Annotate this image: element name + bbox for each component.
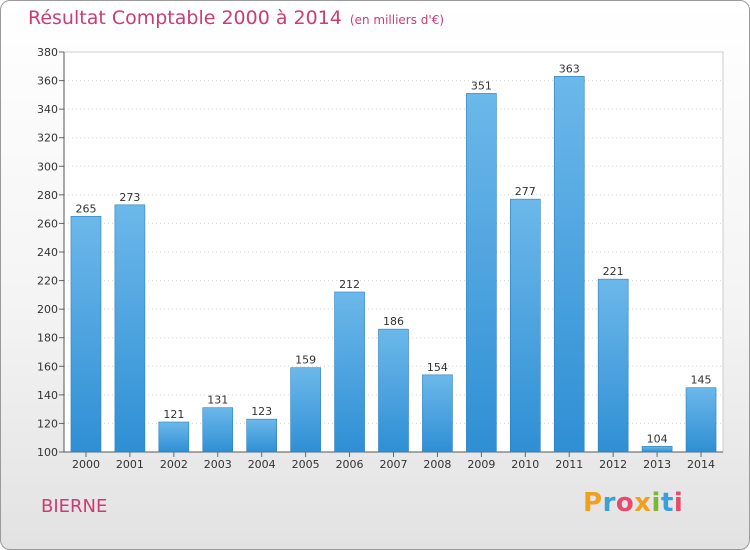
y-tick-label: 300 [37, 160, 58, 173]
bar-value-label: 277 [515, 185, 536, 198]
bar [70, 215, 102, 453]
y-tick-label: 360 [37, 75, 58, 88]
x-tick-label: 2013 [643, 458, 671, 471]
logo-letter: x [634, 488, 652, 518]
bar [509, 198, 541, 453]
logo-letter: r [602, 488, 616, 518]
x-tick-label: 2006 [336, 458, 364, 471]
bar-value-label: 159 [295, 354, 316, 367]
bar-value-label: 104 [647, 432, 668, 445]
x-tick-label: 2000 [72, 458, 100, 471]
bar [378, 328, 409, 453]
y-tick-label: 200 [37, 303, 58, 316]
y-tick-label: 180 [37, 332, 58, 345]
x-tick-label: 2007 [380, 458, 408, 471]
y-tick-label: 240 [37, 246, 58, 259]
x-tick-label: 2010 [511, 458, 539, 471]
bar-value-label: 154 [427, 361, 448, 374]
logo-letter: P [583, 488, 603, 518]
y-tick-label: 320 [37, 132, 58, 145]
bar [158, 421, 190, 453]
x-tick-label: 2014 [687, 458, 715, 471]
bar [334, 291, 365, 453]
proxiti-logo: Proxiti [583, 488, 683, 518]
logo-letter: t [660, 488, 674, 518]
y-tick-label: 280 [37, 189, 58, 202]
y-tick-label: 260 [37, 217, 58, 230]
bar-value-label: 212 [339, 278, 360, 291]
bar-value-label: 123 [251, 405, 272, 418]
y-tick-label: 160 [37, 360, 58, 373]
bar-value-label: 273 [119, 191, 140, 204]
bar [246, 418, 277, 453]
bar-value-label: 363 [559, 62, 580, 75]
bar [553, 75, 585, 453]
bar [290, 367, 321, 453]
bar-value-label: 351 [471, 79, 492, 92]
bar [422, 374, 453, 453]
bar [202, 407, 234, 453]
bar [114, 204, 146, 453]
x-tick-label: 2005 [292, 458, 320, 471]
y-tick-label: 380 [37, 46, 58, 59]
chart-title-text: Résultat Comptable 2000 à 2014 [28, 7, 342, 29]
bar [466, 93, 497, 453]
bar-value-label: 265 [75, 202, 96, 215]
x-tick-label: 2012 [599, 458, 627, 471]
commune-name: BIERNE [41, 496, 108, 517]
bar-value-label: 221 [603, 265, 624, 278]
bar [597, 278, 629, 453]
bar-value-label: 131 [207, 394, 228, 407]
chart-subtitle: (en milliers d'€) [349, 13, 445, 27]
x-tick-label: 2004 [248, 458, 276, 471]
x-tick-label: 2011 [555, 458, 583, 471]
bar [685, 387, 717, 453]
bar-value-label: 145 [691, 374, 712, 387]
logo-letter: o [615, 488, 635, 518]
x-tick-label: 2002 [160, 458, 188, 471]
y-tick-label: 140 [37, 389, 58, 402]
logo-letter: i [673, 488, 684, 518]
y-tick-label: 120 [37, 417, 58, 430]
x-tick-label: 2003 [204, 458, 232, 471]
chart-title: Résultat Comptable 2000 à 2014 (en millie… [28, 7, 444, 29]
bar-value-label: 121 [163, 408, 184, 421]
logo-letter: i [651, 488, 661, 518]
bar [641, 445, 673, 453]
bar-value-label: 186 [383, 315, 404, 328]
x-tick-label: 2009 [467, 458, 495, 471]
x-tick-label: 2001 [116, 458, 144, 471]
y-tick-label: 100 [37, 446, 58, 459]
y-tick-label: 220 [37, 275, 58, 288]
x-tick-label: 2008 [423, 458, 451, 471]
y-tick-label: 340 [37, 103, 58, 116]
